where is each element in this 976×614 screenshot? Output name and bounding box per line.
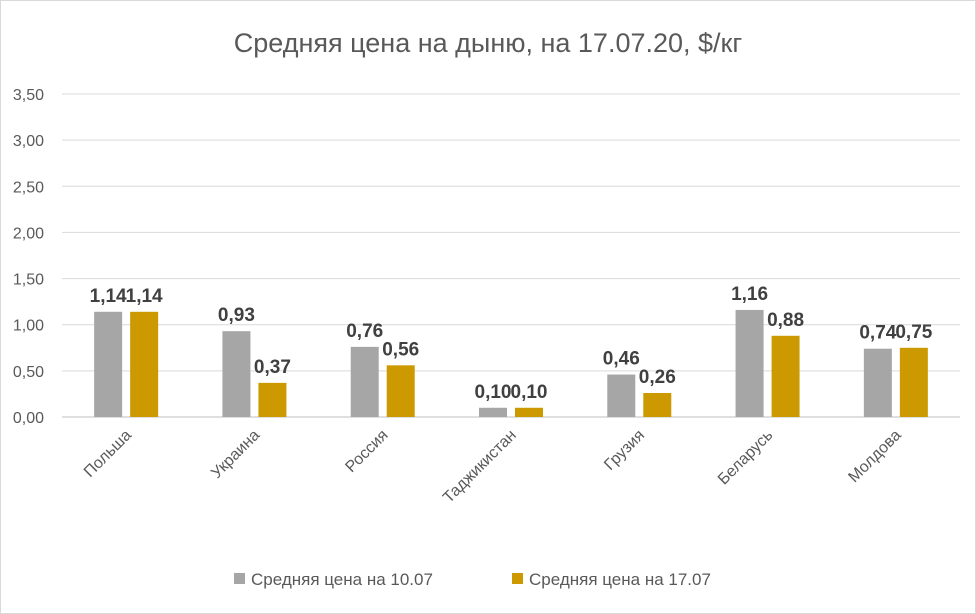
data-label: 0,88 — [767, 310, 804, 331]
data-label: 1,14 — [90, 286, 127, 307]
legend-label: Средняя цена на 17.07 — [529, 570, 711, 589]
bar-10-07 — [479, 407, 507, 417]
x-category-label: Молдова — [845, 427, 904, 486]
x-category-label: Польша — [81, 427, 135, 481]
x-category-label: Украина — [208, 427, 263, 482]
y-tick-label: 3,00 — [13, 133, 44, 150]
legend-swatch — [512, 573, 523, 584]
data-label: 0,46 — [603, 349, 640, 370]
bar-10-07 — [222, 331, 251, 417]
bar-10-07 — [735, 309, 764, 417]
bar-10-07 — [607, 374, 636, 417]
x-category-label: Таджикистан — [440, 427, 520, 507]
y-tick-label: 0,00 — [13, 410, 44, 427]
bar-17-07 — [386, 365, 415, 417]
data-label: 0,93 — [218, 305, 255, 326]
bar-17-07 — [643, 393, 672, 417]
bar-10-07 — [863, 348, 892, 417]
data-label: 0,10 — [475, 382, 512, 403]
x-category-label: Россия — [342, 427, 391, 476]
y-tick-label: 2,50 — [13, 179, 44, 196]
bar-10-07 — [94, 311, 123, 417]
data-label: 0,10 — [511, 382, 548, 403]
bar-17-07 — [258, 382, 287, 417]
y-tick-label: 1,00 — [13, 318, 44, 335]
data-label: 0,26 — [639, 367, 676, 388]
data-label: 1,14 — [126, 286, 163, 307]
x-category-label: Грузия — [601, 427, 648, 474]
y-tick-label: 1,50 — [13, 272, 44, 289]
y-tick-label: 0,50 — [13, 364, 44, 381]
data-label: 0,74 — [859, 323, 896, 344]
data-label: 0,37 — [254, 357, 291, 378]
data-label: 0,76 — [346, 321, 383, 342]
data-label: 0,56 — [382, 339, 419, 360]
bar-17-07 — [130, 311, 159, 417]
x-category-label: Беларусь — [715, 427, 777, 489]
bar-17-07 — [771, 335, 800, 417]
y-tick-label: 2,00 — [13, 225, 44, 242]
bar-17-07 — [899, 347, 928, 417]
data-label: 0,75 — [895, 322, 932, 343]
chart-title: Средняя цена на дыню, на 17.07.20, $/кг — [234, 28, 743, 58]
legend-swatch — [234, 573, 245, 584]
legend-label: Средняя цена на 10.07 — [251, 570, 433, 589]
bar-10-07 — [350, 346, 379, 417]
bar-17-07 — [515, 407, 543, 417]
y-tick-label: 3,50 — [13, 87, 44, 104]
data-label: 1,16 — [731, 284, 768, 305]
